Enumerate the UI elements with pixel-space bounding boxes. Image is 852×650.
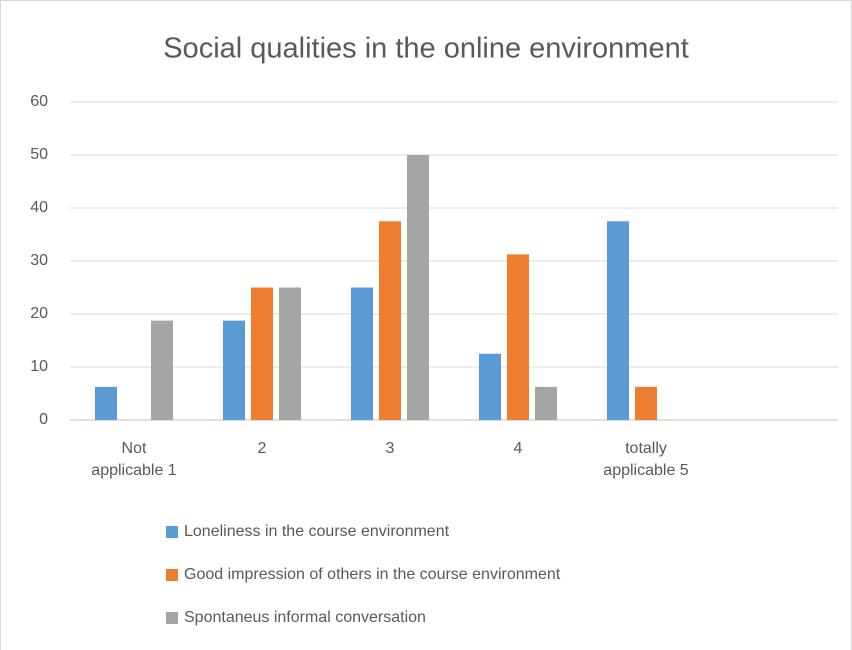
y-tick-label: 0 xyxy=(39,411,48,428)
bar xyxy=(407,155,429,420)
bar xyxy=(535,386,557,420)
y-tick-label: 60 xyxy=(30,93,48,110)
bar xyxy=(379,221,401,420)
y-tick-label: 20 xyxy=(30,305,48,322)
chart-title: Social qualities in the online environme… xyxy=(163,33,689,65)
legend-label: Loneliness in the course environment xyxy=(184,523,450,540)
bar xyxy=(607,221,629,420)
bar xyxy=(279,287,301,420)
bar xyxy=(223,320,245,420)
y-tick-label: 40 xyxy=(30,199,48,216)
legend-swatch xyxy=(166,612,178,624)
x-tick-label: 3 xyxy=(385,440,395,457)
x-tick-label: totally applicable 5 xyxy=(603,440,689,479)
y-tick-label: 10 xyxy=(30,358,48,375)
bar xyxy=(151,320,173,420)
bar xyxy=(351,287,373,420)
x-tick-label: 2 xyxy=(257,440,267,457)
y-tick-label: 50 xyxy=(30,146,48,163)
legend-label: Spontaneus informal conversation xyxy=(184,609,426,626)
y-tick-label: 30 xyxy=(30,252,48,269)
bar xyxy=(507,254,529,420)
x-tick-label: Not applicable 1 xyxy=(91,440,177,479)
legend-swatch xyxy=(166,569,178,581)
bar xyxy=(95,386,117,420)
x-tick-label: 4 xyxy=(513,440,523,457)
bar xyxy=(251,287,273,420)
bar xyxy=(635,386,657,420)
bar xyxy=(479,353,501,420)
legend-label: Good impression of others in the course … xyxy=(184,566,561,583)
legend-swatch xyxy=(166,526,178,538)
